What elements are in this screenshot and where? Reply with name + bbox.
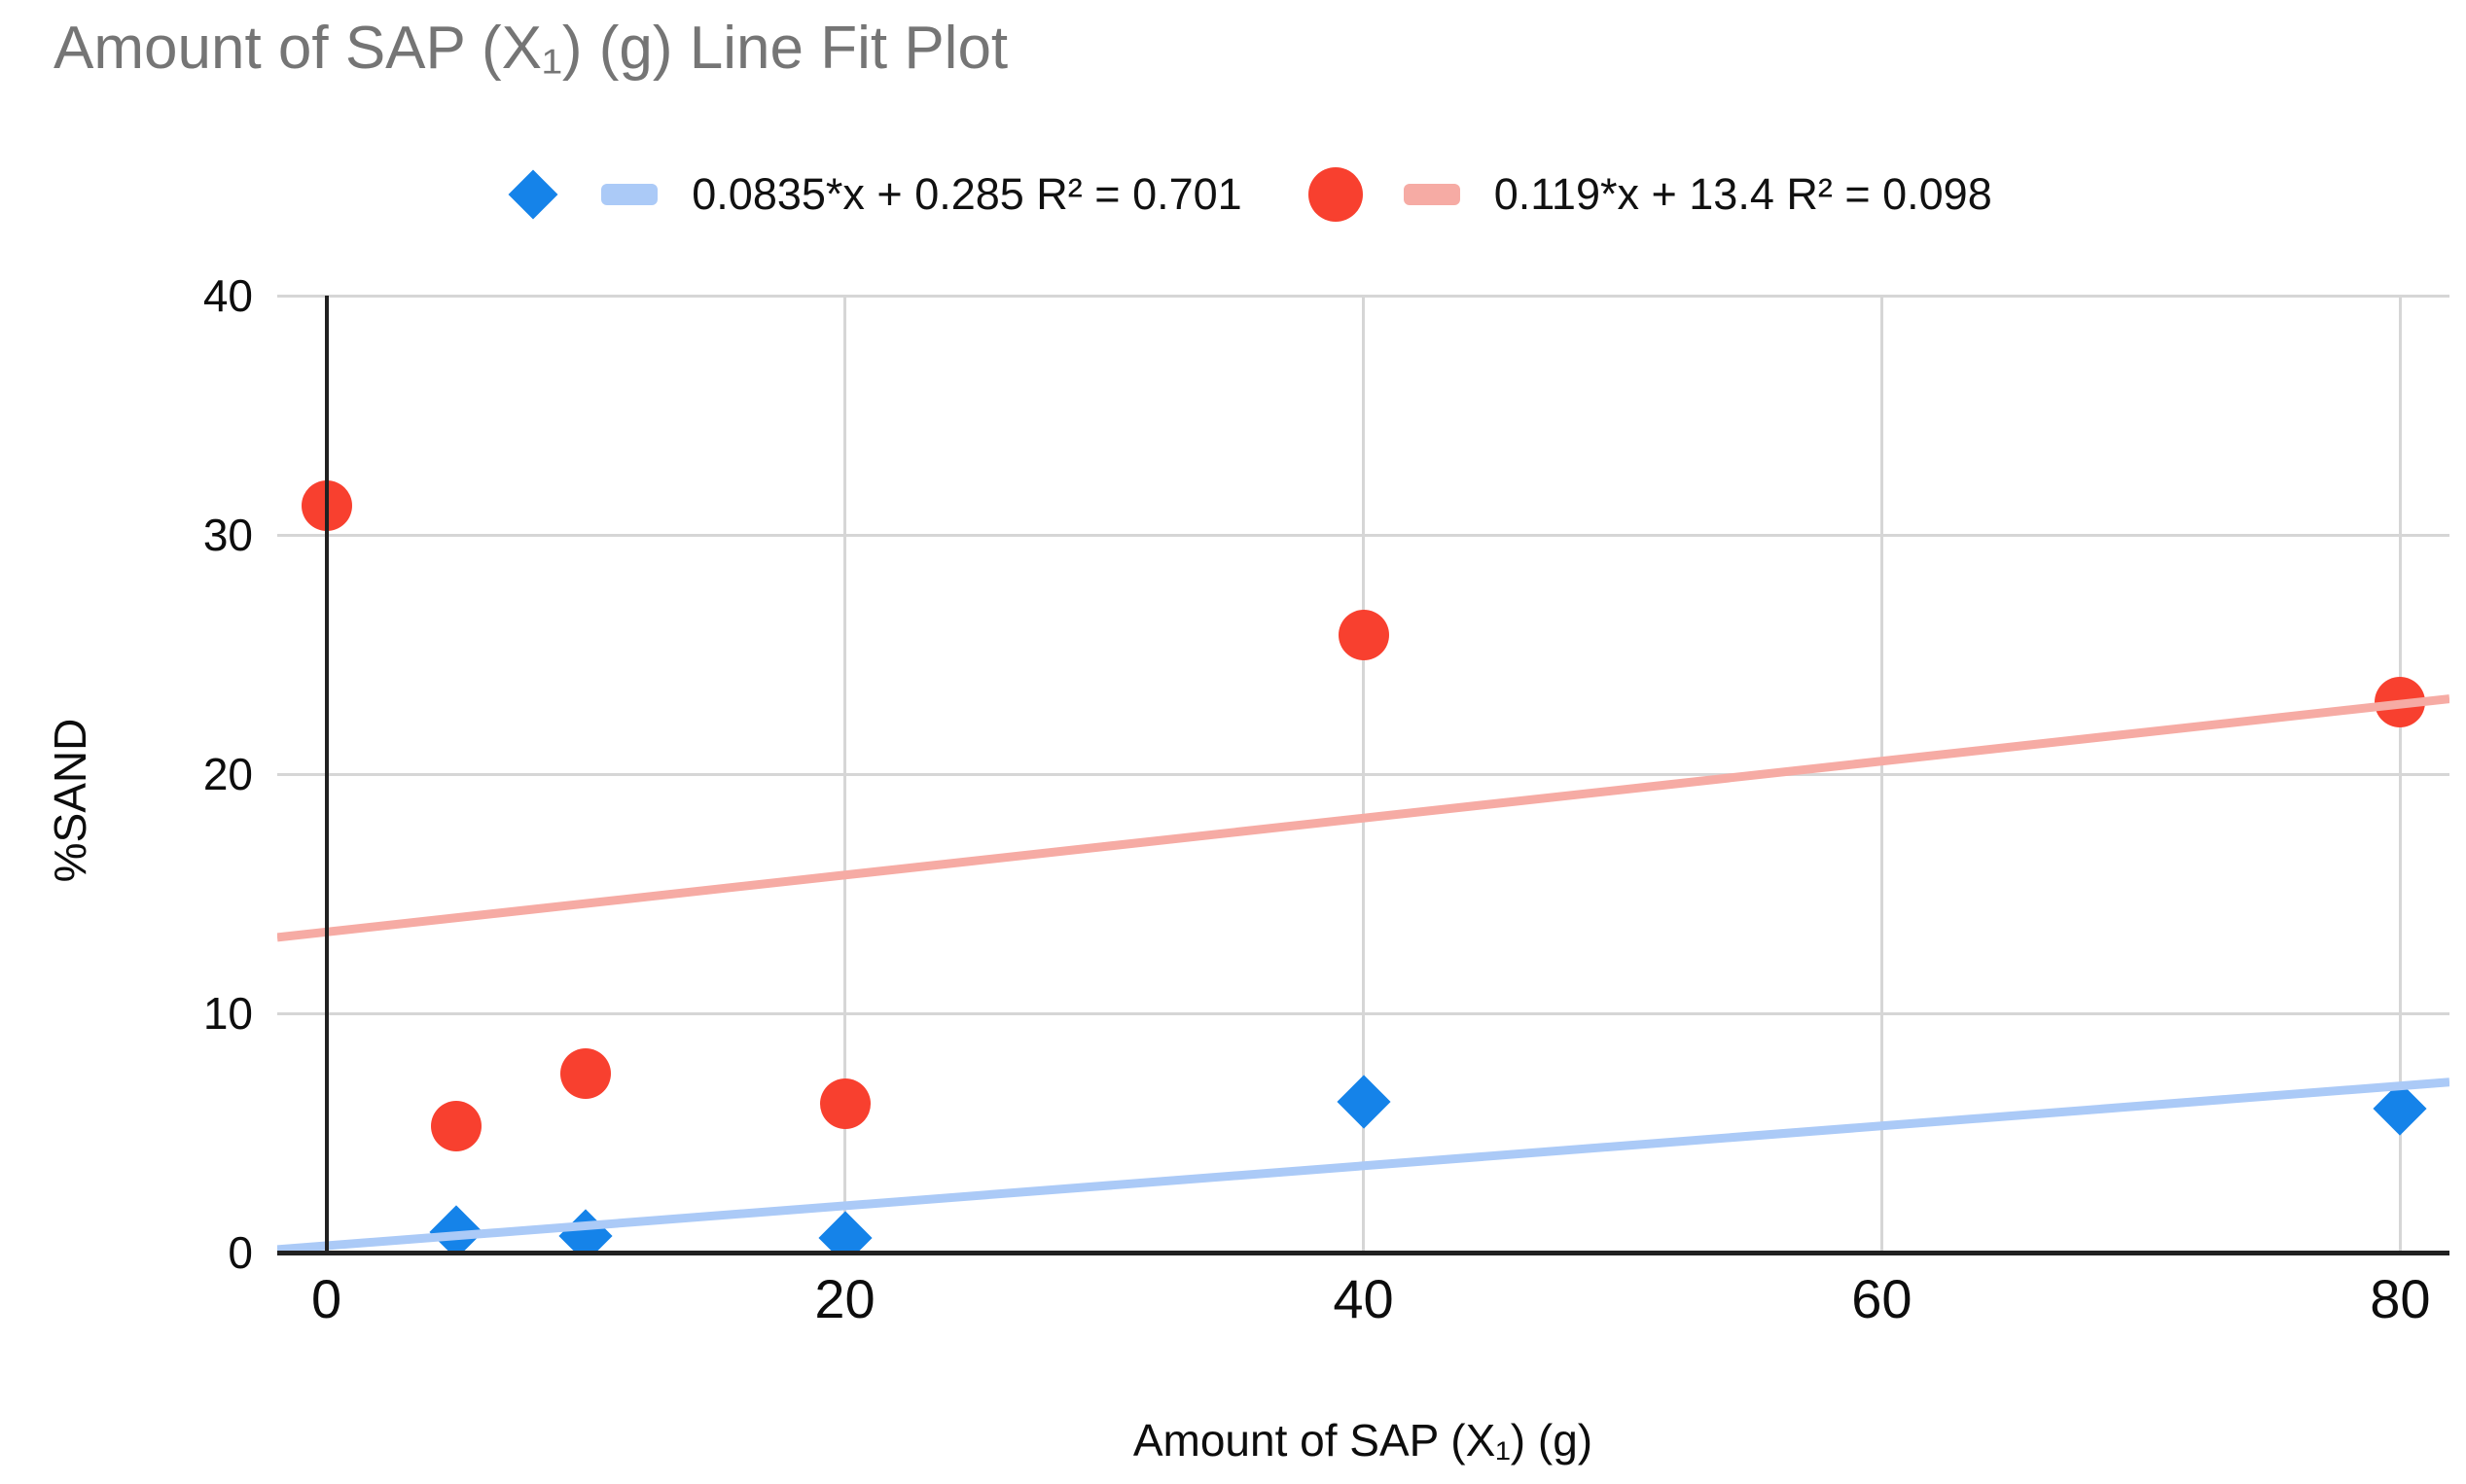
circle-marker-icon <box>1307 167 1363 222</box>
x-axis-line <box>277 1251 2449 1255</box>
legend-item-series-2[interactable]: 0.119*x + 13.4 R² = 0.098 <box>1301 167 1992 222</box>
x-tick-label: 80 <box>2370 1268 2431 1329</box>
legend: 0.0835*x + 0.285 R² = 0.701 0.119*x + 13.… <box>0 156 2466 233</box>
y-tick-label: 0 <box>228 1227 253 1278</box>
x-tick-label: 0 <box>311 1268 342 1329</box>
y-axis-line <box>324 296 329 1253</box>
legend-item-series-1[interactable]: 0.0835*x + 0.285 R² = 0.701 <box>498 169 1242 220</box>
x-tick-label: 40 <box>1333 1268 1394 1329</box>
x-tick-label: 20 <box>814 1268 876 1329</box>
y-tick-label: 20 <box>202 749 253 799</box>
data-point-circle[interactable] <box>560 1047 612 1099</box>
trendlines-layer <box>277 694 2449 1253</box>
x-axis-title: Amount of SAP (X₁) (g) <box>1132 1415 1593 1466</box>
trendline-swatch-icon <box>1403 184 1460 205</box>
legend-label: 0.0835*x + 0.285 R² = 0.701 <box>692 169 1242 219</box>
data-point-circle[interactable] <box>1338 610 1389 661</box>
gridline <box>2398 296 2402 1253</box>
trendline-swatch-icon <box>601 184 659 205</box>
y-tick-label: 30 <box>202 510 253 560</box>
gridline <box>1362 296 1365 1253</box>
chart-title: Amount of SAP (X₁) (g) Line Fit Plot <box>54 15 1009 82</box>
data-point-circle[interactable] <box>430 1100 482 1151</box>
trendline[interactable] <box>277 1078 2449 1253</box>
gridline <box>1879 296 1883 1253</box>
data-point-circle[interactable] <box>819 1078 871 1130</box>
x-tick-label: 60 <box>1851 1268 1912 1329</box>
trendline[interactable] <box>277 694 2449 942</box>
plot-area <box>277 294 2449 1255</box>
legend-label: 0.119*x + 13.4 R² = 0.098 <box>1493 169 1992 219</box>
y-tick-label: 40 <box>202 270 253 321</box>
y-axis-title: %SAND <box>45 718 95 883</box>
gridline <box>843 296 847 1253</box>
y-tick-label: 10 <box>202 988 253 1039</box>
